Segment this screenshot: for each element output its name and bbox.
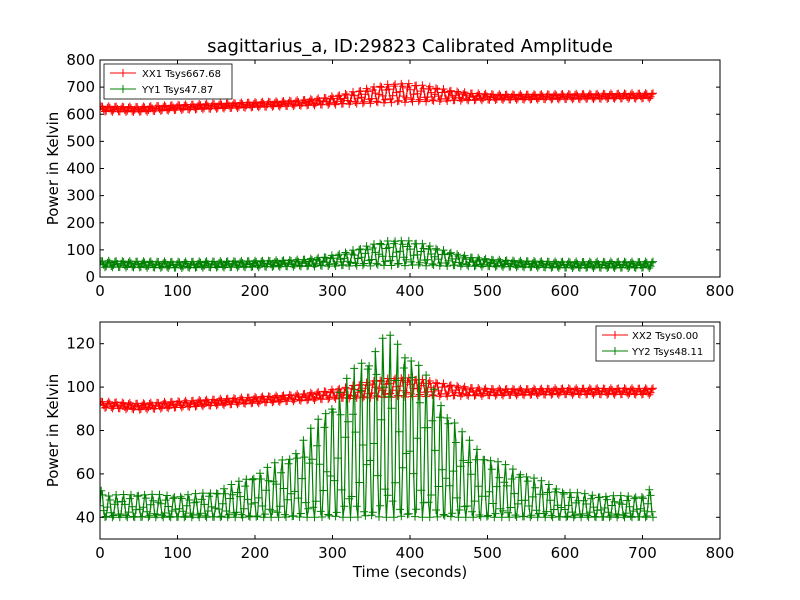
top-legend-box	[103, 63, 233, 100]
bottom-x-tick-label: 400	[396, 544, 425, 562]
legend-label-xx1: XX1 Tsys667.68	[142, 69, 221, 80]
bottom-x-tick-label: 200	[241, 544, 270, 562]
bottom-subplot: 0 100 200 300 400 500 600 700 800 40 60 80 100 120 Po…	[44, 321, 734, 581]
top-subplot: sagittarius_a, ID:29823 Calibrated Ampli…	[44, 36, 734, 300]
bottom-y-tick-label: 120	[66, 335, 95, 353]
series-markers-xx1	[100, 79, 657, 116]
top-series-clip	[100, 79, 657, 272]
bottom-x-tick-label: 0	[95, 544, 105, 562]
top-y-tick-label: 0	[85, 268, 95, 286]
series-markers-yy2	[100, 331, 657, 522]
top-x-tick-label: 0	[95, 282, 105, 300]
chart-title: sagittarius_a, ID:29823 Calibrated Ampli…	[207, 36, 613, 57]
top-x-tick-label: 800	[706, 282, 735, 300]
top-y-tick-label: 300	[66, 187, 95, 205]
top-ticks: 0 100 200 300 400 500 600 700 800 0 100 200 300 400 50…	[66, 51, 734, 300]
legend-label-xx2: XX2 Tsys0.00	[632, 331, 698, 342]
series-markers-xx2	[100, 373, 657, 414]
bottom-x-tick-label: 100	[163, 544, 192, 562]
bottom-y-tick-label: 60	[76, 465, 95, 483]
top-x-tick-label: 300	[318, 282, 347, 300]
bottom-legend: XX2 Tsys0.00 YY2 Tsys48.11	[595, 325, 715, 362]
top-y-tick-label: 700	[66, 78, 95, 96]
series-markers-yy1	[100, 236, 657, 272]
top-y-tick-label: 500	[66, 132, 95, 150]
bottom-ticks: 0 100 200 300 400 500 600 700 800 40 60 80 100 120	[66, 322, 734, 562]
bottom-y-axis-label: Power in Kelvin	[44, 374, 62, 488]
top-x-tick-label: 200	[241, 282, 270, 300]
top-y-tick-label: 100	[66, 241, 95, 259]
top-x-tick-label: 100	[163, 282, 192, 300]
bottom-x-tick-label: 500	[473, 544, 502, 562]
bottom-y-tick-label: 80	[76, 422, 95, 440]
top-x-tick-label: 700	[628, 282, 657, 300]
bottom-y-tick-label: 40	[76, 508, 95, 526]
bottom-x-tick-label: 600	[551, 544, 580, 562]
bottom-x-tick-label: 800	[706, 544, 735, 562]
top-y-axis-label: Power in Kelvin	[44, 112, 62, 226]
top-y-tick-label: 600	[66, 105, 95, 123]
top-series-group	[100, 79, 657, 272]
bottom-x-tick-label: 700	[628, 544, 657, 562]
bottom-series-clip	[100, 331, 657, 522]
bottom-x-tick-label: 300	[318, 544, 347, 562]
legend-label-yy2: YY2 Tsys48.11	[631, 347, 703, 358]
x-axis-label: Time (seconds)	[352, 563, 468, 581]
top-legend: XX1 Tsys667.68 YY1 Tsys47.87	[103, 63, 233, 100]
bottom-y-tick-label: 100	[66, 378, 95, 396]
legend-label-yy1: YY1 Tsys47.87	[141, 85, 213, 96]
top-y-tick-label: 400	[66, 160, 95, 178]
bottom-legend-box	[595, 325, 715, 362]
top-x-tick-label: 500	[473, 282, 502, 300]
top-y-tick-label: 800	[66, 51, 95, 69]
bottom-series-group	[100, 331, 657, 522]
top-x-tick-label: 400	[396, 282, 425, 300]
top-y-tick-label: 200	[66, 214, 95, 232]
top-x-tick-label: 600	[551, 282, 580, 300]
